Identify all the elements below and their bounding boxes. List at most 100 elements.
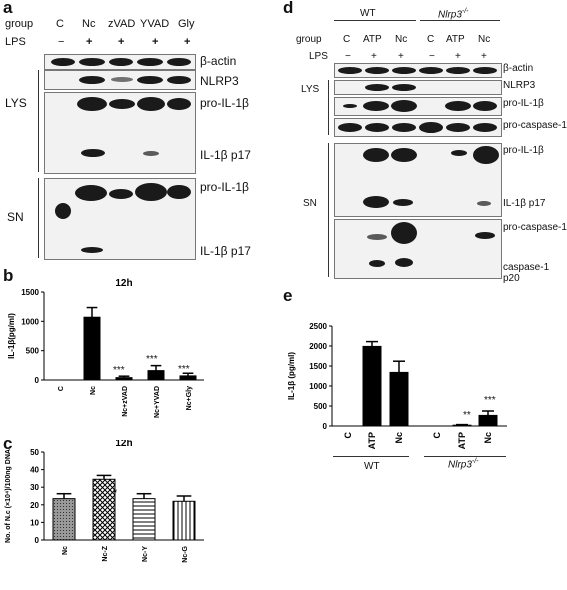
y-tick-label: 20 [30,501,39,510]
chart-b-sig-gly: *** [178,364,190,375]
panel-d-band-sn-pro-il1b: pro-IL-1β [503,145,544,156]
y-tick-label: 0 [323,422,328,431]
panel-d-group-3: C [427,34,435,45]
panel-d-lps-label: LPS [309,51,328,62]
panel-a-lps-gly: + [184,36,191,48]
panel-a-group-yvad: YVAD [140,18,170,30]
panel-a-letter: a [3,0,13,17]
chart-e-sig-nc: *** [484,395,496,406]
bar [478,414,498,427]
y-tick-label: 0 [35,376,40,385]
y-tick-label: 1000 [21,317,39,326]
blot-d-actin [334,63,502,78]
panel-d-band-sn-il1b-p17: IL-1β p17 [503,198,546,209]
bar [172,500,196,541]
panel-d-group-4: ATP [446,34,465,45]
blot-a-actin [44,54,196,70]
panel-a-group-nc: Nc [82,18,96,30]
panel-a-band-sn-pro-il1b: pro-IL-1β [200,180,249,194]
panel-a-lps-c: − [58,36,65,48]
panel-a-group-label: group [5,18,34,30]
panel-d-lps-2: + [398,51,404,62]
panel-d-letter: d [283,0,294,17]
panel-a-group-gly: Gly [178,18,195,30]
category-label: Nc-Z [102,545,109,561]
panel-d-band-pro-casp1: pro-caspase-1 [503,120,567,131]
panel-d-group-2: Nc [395,34,408,45]
category-label: Nc-G [182,545,189,562]
blot-d-pro-il1b [334,97,502,116]
bar [147,370,165,381]
category-label: Nc+Gly [186,386,193,410]
blot-d-pro-casp1 [334,118,502,137]
panel-a-group-zvad: zVAD [108,18,136,30]
panel-e-letter: e [283,286,293,305]
blot-a-sn [44,178,196,260]
blot-a-lys-il1b [44,92,196,174]
y-tick-label: 1000 [309,382,327,391]
panel-d-lps-3: − [429,51,435,62]
panel-a-band-nlrp3: NLRP3 [200,74,239,88]
chart-e: 0 500 1000 1500 2000 2500 IL-1β (pg/ml) C ATP Nc C… [287,322,507,449]
y-tick-label: 0 [35,536,40,545]
category-label: ATP [457,432,467,449]
y-tick-label: 2500 [309,322,327,331]
chart-title: 12h [115,440,132,449]
y-tick-label: 500 [314,402,328,411]
bar [389,371,409,427]
y-tick-label: 10 [30,518,39,527]
bar [92,478,116,541]
panel-d-band-pro-il1b: pro-IL-1β [503,98,544,109]
panel-d-band-sn-pro-casp1: pro-caspase-1 [503,222,567,233]
panel-d-band-nlrp3: NLRP3 [503,80,536,91]
chart-b: 0 500 1000 1500 12h IL-1β(pg/ml) C Nc Nc+zVAD Nc+… [7,278,204,418]
panel-d-lps-1: + [371,51,377,62]
category-label: Nc [394,432,404,444]
category-label: C [432,432,442,439]
panel-a-lps-zvad: + [118,36,125,48]
panel-a-group-c: C [56,18,64,30]
category-label: ATP [367,432,377,449]
panel-d-group-0: C [343,34,351,45]
panel-d-lps-0: − [345,51,351,62]
y-tick-label: 2000 [309,342,327,351]
y-tick-label: 30 [30,483,39,492]
bar [83,316,101,381]
panel-d-band-sn-casp1-p20: caspase-1 p20 [503,262,550,284]
blot-d-sn-il1b [334,143,502,217]
panel-a-sn-label: SN [7,210,24,224]
y-axis-label: IL-1β(pg/ml) [7,313,16,359]
bar [132,498,156,541]
y-tick-label: 40 [30,466,39,475]
blot-d-sn-casp1 [334,219,502,279]
y-tick-label: 1500 [309,362,327,371]
category-label: Nc [62,546,69,555]
panel-d-band-actin: β-actin [503,63,534,74]
bar [52,498,76,541]
panel-d-sn-label: SN [303,198,317,209]
panel-a-band-pro-il1b: pro-IL-1β [200,96,249,110]
category-label: Nc [483,432,493,444]
chart-b-sig-zvad: *** [113,365,125,376]
chart-title: 12h [115,278,132,289]
chart-b-sig-yvad: *** [146,354,158,365]
category-label: Nc-Y [142,546,149,562]
panel-d-group-label: group [296,34,322,45]
category-label: Nc [90,386,97,395]
panel-a-band-il1b-p17: IL-1β p17 [200,148,251,162]
blot-d-nlrp3 [334,80,502,95]
chart-e-sig-atp: ** [463,410,471,421]
chart-c: 0 10 20 30 40 50 12h No. of N.c (×10⁴)/100ng DN… [5,440,204,563]
bar [115,377,133,381]
panel-d-lys-label: LYS [301,84,320,95]
chart-e-wt-label: WT [364,461,380,472]
category-label: C [343,432,353,439]
panel-d-group-5: Nc [478,34,491,45]
bar [362,345,382,427]
panel-a-band-sn-il1b-p17: IL-1β p17 [200,244,251,258]
category-label: Nc+YVAD [154,386,161,418]
category-label: Nc+zVAD [122,386,129,417]
panel-a-lys-label: LYS [5,96,27,110]
chart-e-ko-label: Nlrp3-/- [448,458,479,471]
panel-d-wt-label: WT [360,8,376,19]
